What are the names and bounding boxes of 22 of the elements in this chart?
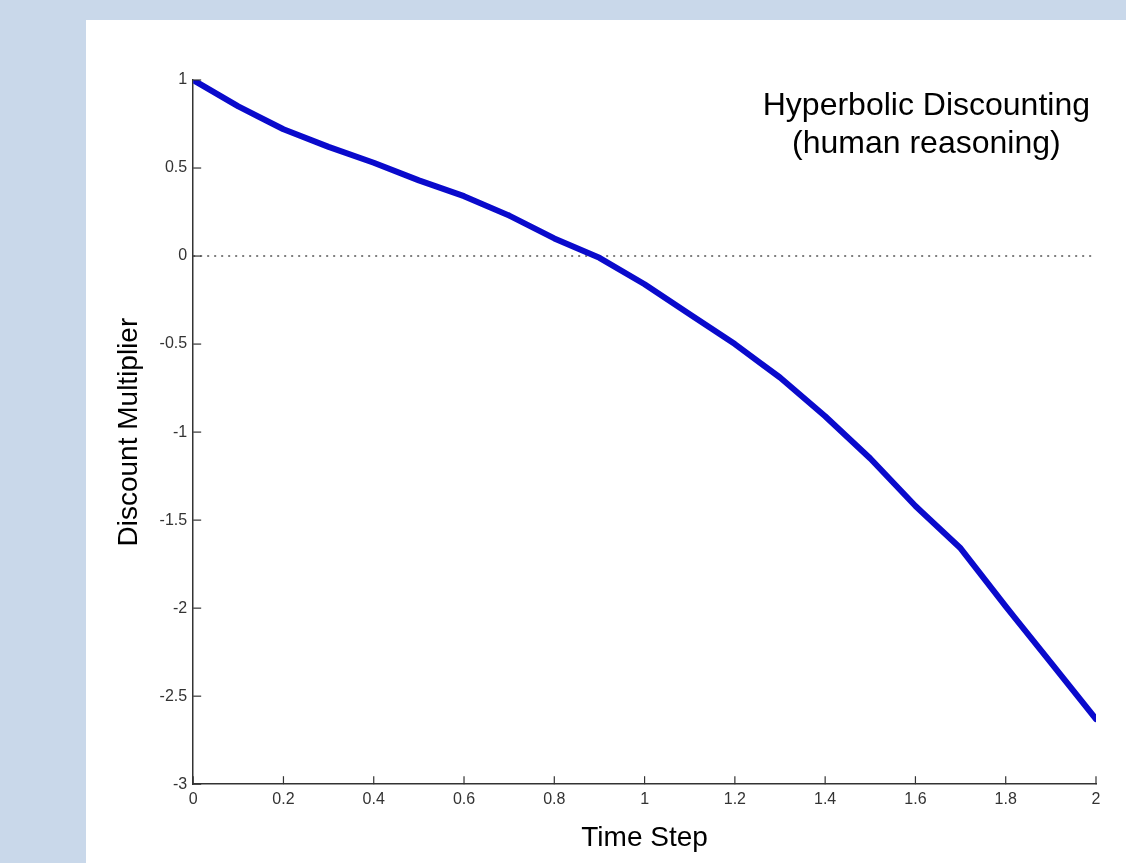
x-axis-title: Time Step [581, 820, 708, 852]
y-tick-label: -2 [172, 598, 188, 616]
y-tick-label: -0.5 [159, 334, 188, 352]
x-tick-label: 2 [1091, 790, 1101, 808]
y-tick-label: 1 [178, 70, 188, 88]
x-tick-label: 0.6 [452, 790, 476, 808]
annotation: Hyperbolic Discounting (human reasoning) [762, 85, 1090, 160]
x-tick-label: 0.2 [272, 790, 295, 808]
x-tick-label: 1.8 [994, 790, 1017, 808]
y-tick-label: -1.5 [159, 510, 188, 528]
y-tick-label: 0.5 [164, 158, 188, 176]
x-tick-label: 1.4 [814, 790, 837, 808]
y-tick-label: -1 [172, 422, 188, 440]
x-tick-label: 1.2 [723, 790, 747, 808]
y-tick-label: -3 [172, 774, 188, 792]
x-tick-label: 0.4 [362, 790, 385, 808]
y-tick-label: -2.5 [159, 686, 188, 704]
y-axis-title: Discount Multiplier [111, 317, 143, 547]
y-tick-label: 0 [178, 246, 188, 264]
x-tick-label: 1 [640, 790, 650, 808]
x-tick-label: 0.8 [543, 790, 566, 808]
x-tick-label: 1.6 [904, 790, 927, 808]
